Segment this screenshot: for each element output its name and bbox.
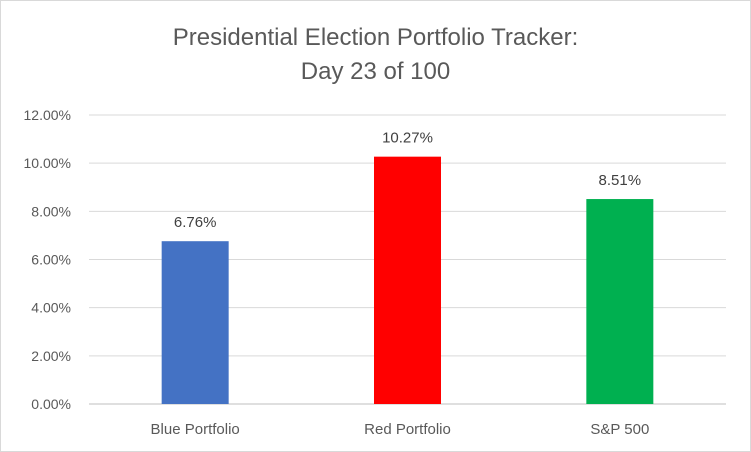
chart-title: Presidential Election Portfolio Tracker: [172,24,579,51]
x-category-label: S&P 500 [590,421,649,438]
y-tick-label: 6.00% [31,252,71,268]
y-tick-label: 10.00% [24,155,71,171]
y-tick-label: 8.00% [31,203,71,219]
chart-subtitle: Day 23 of 100 [300,58,451,85]
x-category-label: Red Portfolio [364,421,451,438]
bar [161,241,229,404]
bar [374,156,441,404]
x-category-label: Blue Portfolio [151,421,240,438]
chart-title-block: Presidential Election Portfolio Tracker:… [1,21,750,89]
bar [586,199,654,404]
data-label: 6.76% [174,214,217,231]
data-label: 8.51% [599,172,642,189]
y-tick-label: 12.00% [24,107,71,123]
y-tick-label: 4.00% [31,300,71,316]
y-tick-label: 2.00% [31,348,71,364]
y-tick-label: 0.00% [31,396,71,412]
data-label: 10.27% [382,130,433,147]
